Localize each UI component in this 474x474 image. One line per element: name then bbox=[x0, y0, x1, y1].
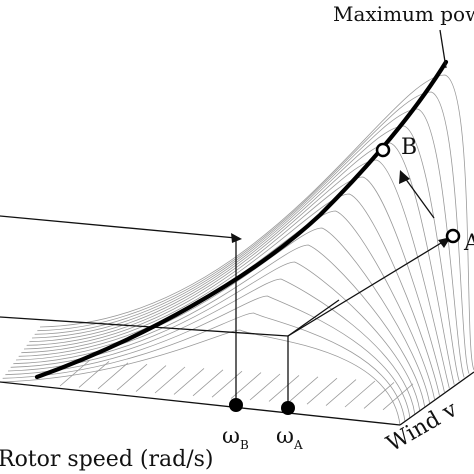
point-a-label: A bbox=[463, 231, 474, 256]
surface-hatch-line bbox=[382, 383, 414, 411]
surface-hatch-line bbox=[173, 368, 205, 395]
surface-hatch-line bbox=[59, 359, 91, 387]
power-level-line bbox=[0, 215, 237, 239]
omega-b-subscript: B bbox=[240, 438, 249, 452]
power-curve-16 bbox=[39, 74, 474, 371]
operating-point-a bbox=[445, 228, 461, 244]
surface-hatch-line bbox=[97, 362, 129, 390]
surface-hatch-line bbox=[249, 373, 281, 401]
surface-hatch-line bbox=[363, 382, 395, 409]
omega-b-label: ωB bbox=[222, 424, 249, 452]
surface-hatch-line bbox=[135, 365, 167, 392]
tracking-arrow-head bbox=[399, 170, 410, 184]
surface-hatch-line bbox=[116, 363, 148, 391]
surface-hatch-line bbox=[306, 377, 338, 405]
surface-hatch-line bbox=[211, 370, 243, 398]
power-curve-11 bbox=[26, 159, 450, 389]
omega-b-dot bbox=[229, 398, 243, 412]
maximum-power-label: Maximum pow bbox=[333, 2, 474, 26]
omega-a-label: ωA bbox=[276, 424, 303, 452]
max-power-leader bbox=[439, 29, 447, 69]
base-left-edge bbox=[0, 316, 289, 337]
power-curve-6 bbox=[13, 244, 426, 407]
power-curve-3 bbox=[5, 295, 411, 418]
operating-point-a-projection bbox=[287, 239, 447, 337]
surface-hatch-line bbox=[154, 366, 186, 394]
omega-a-symbol: ω bbox=[276, 424, 294, 449]
surface-hatch-line bbox=[325, 379, 357, 406]
power-curve-2 bbox=[2, 312, 406, 422]
wind-axis-edge bbox=[399, 371, 474, 426]
power-curve-family bbox=[0, 74, 474, 426]
projection-lines bbox=[0, 170, 451, 407]
omega-b-symbol: ω bbox=[222, 424, 240, 449]
surface-hatch-line bbox=[287, 376, 319, 404]
omega-a-dot bbox=[281, 401, 295, 415]
omega-a-subscript: A bbox=[293, 438, 303, 452]
surface-hatch-line bbox=[78, 361, 110, 388]
base-plane bbox=[0, 299, 474, 426]
base-right-diagonal bbox=[287, 299, 340, 337]
maximum-power-curve bbox=[34, 59, 449, 380]
rotor-speed-axis-label: Rotor speed (rad/s) bbox=[0, 447, 213, 472]
tracking-arrow-shaft bbox=[404, 177, 435, 219]
operating-point-b bbox=[375, 142, 391, 158]
power-curve-14 bbox=[34, 108, 465, 378]
base-front-edge bbox=[0, 381, 401, 426]
power-curve-4 bbox=[7, 278, 416, 415]
point-b-label: B bbox=[401, 135, 417, 160]
surface-hatch-line bbox=[344, 380, 376, 408]
surface-hatch-line bbox=[268, 375, 300, 402]
power-curve-13 bbox=[31, 125, 460, 382]
surface-hatch-line bbox=[192, 369, 224, 397]
power-curve-5 bbox=[10, 261, 421, 411]
power-curve-1 bbox=[0, 329, 401, 426]
power-curve-15 bbox=[37, 91, 470, 374]
